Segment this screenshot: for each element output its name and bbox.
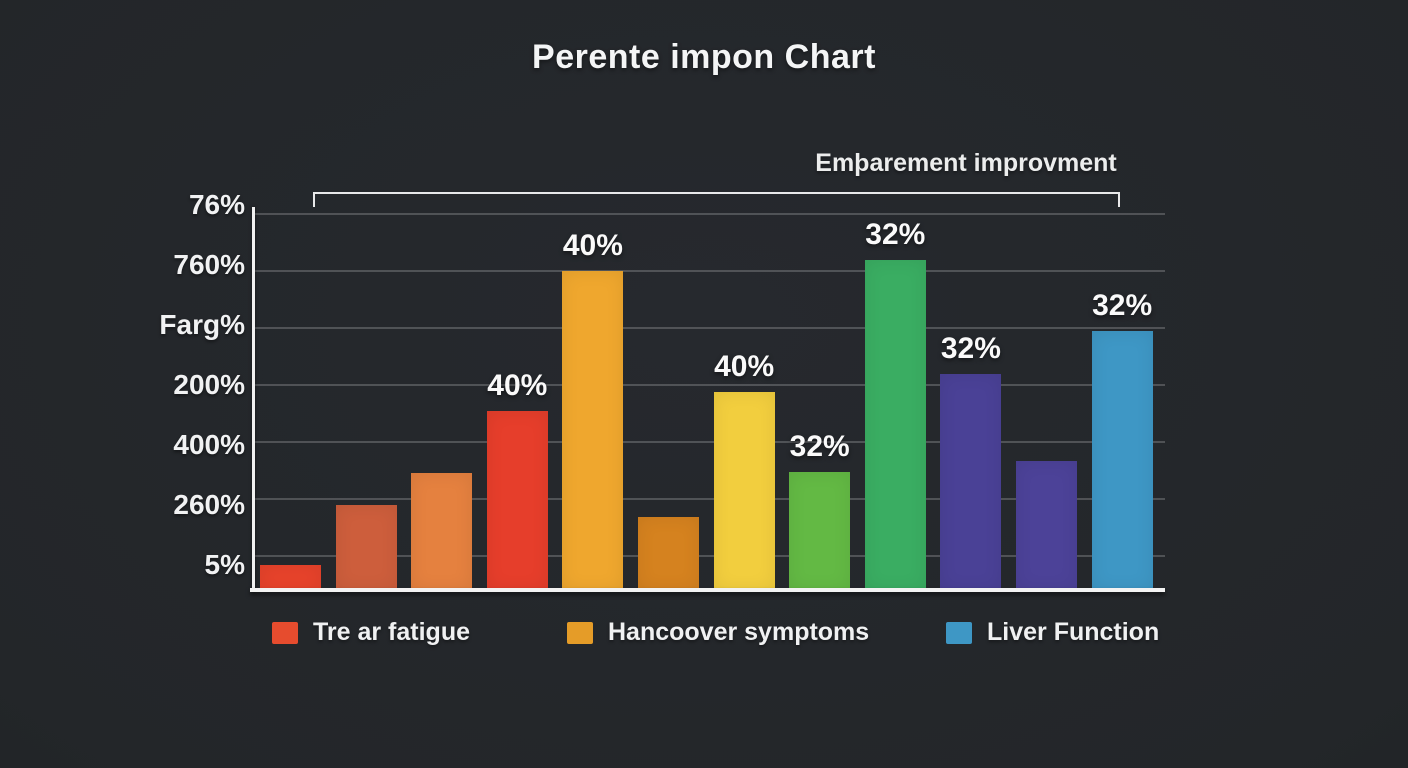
bar [335,505,397,590]
y-axis-tick-label: 260% [173,489,245,520]
bar-value-label: 32% [789,430,850,463]
bar-value-label: 40% [714,350,775,383]
y-axis-tick-label: 5% [204,549,245,580]
y-axis-labels: 76% 760% Farg% 200% 400% 260% 5% [100,0,245,600]
bar [486,411,548,590]
legend-item: Tre ar fatigue [272,618,470,647]
legend-swatch [272,621,298,644]
legend-item: Hancoover symptoms [567,618,869,647]
bracket-annotation-label: Emþarement improvment [815,149,1117,177]
bar [713,392,775,590]
y-axis-tick-label: 400% [173,429,245,460]
y-axis-line [252,207,255,592]
bar-value-label: 32% [940,332,1001,365]
legend-swatch [567,621,593,644]
legend: Tre ar fatigue Hancoover symptoms Liver Fu… [0,618,1408,658]
y-axis-tick-label: 200% [173,369,245,400]
gridline [255,270,1165,272]
bar [562,271,624,590]
bar [411,473,473,590]
gridline [255,441,1165,443]
plot-area: 40% 40% 40% 32% 32% 32% 32% [255,210,1165,590]
legend-item: Liver Function [946,618,1159,647]
legend-label: Tre ar fatigue [313,618,470,646]
gridline [255,498,1165,500]
bar-value-label: 40% [562,229,623,262]
gridline [255,327,1165,329]
x-axis-line [250,588,1165,592]
y-axis-tick-label: 76% [188,189,245,220]
y-axis-tick-label: Farg% [159,309,245,340]
bar [1091,331,1153,590]
bar [864,260,926,590]
annotation-bracket [313,192,1120,207]
gridline [255,213,1165,215]
chart-title: Perente impon Chart [532,38,876,76]
y-axis-tick-label: 760% [173,249,245,280]
gridline [255,384,1165,386]
bar-value-label: 40% [487,369,548,402]
bar [789,472,851,590]
gridline [255,555,1165,557]
legend-swatch [946,621,972,644]
bar-value-label: 32% [1092,289,1153,322]
bar-value-label: 32% [865,218,926,251]
bar [638,517,699,590]
bar [1016,461,1077,590]
bar [940,374,1002,590]
bar [260,565,321,590]
legend-label: Hancoover symptoms [608,618,870,646]
legend-label: Liver Function [987,618,1160,646]
